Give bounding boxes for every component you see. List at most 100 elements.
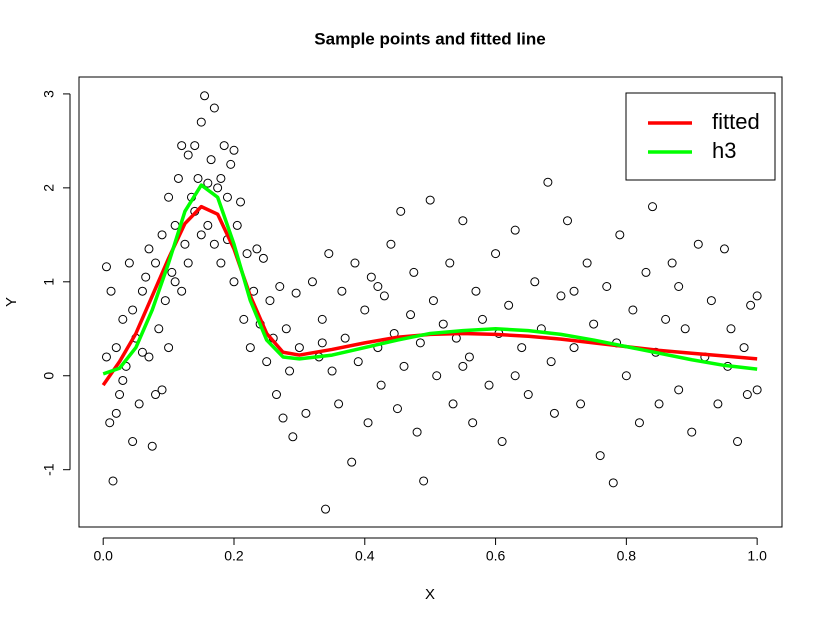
point [137,286,147,296]
fit-line [102,183,758,376]
point [399,361,409,371]
point [203,178,213,188]
x-tick-label: 0.0 [93,548,113,564]
point [101,262,111,272]
point [373,281,383,291]
y-tick-label: 0 [41,372,57,380]
point [141,272,151,282]
point [106,286,116,296]
point [229,145,239,155]
point [177,286,187,296]
point [726,324,736,334]
point [105,418,115,428]
point [180,239,190,249]
point [667,258,677,268]
point [134,399,144,409]
point [706,296,716,306]
point [157,230,167,240]
point [265,296,275,306]
point [517,343,527,353]
point [484,380,494,390]
point [648,202,658,212]
point [353,357,363,367]
point [216,258,226,268]
point [236,197,246,207]
point [164,343,174,353]
point [301,408,311,418]
point [209,239,219,249]
plot-frame [78,76,783,528]
point [746,300,756,310]
point [504,300,514,310]
point [569,286,579,296]
point [425,195,435,205]
point [386,239,396,249]
point [589,319,599,329]
point [752,385,762,395]
point [245,343,255,353]
point [307,277,317,287]
point [232,220,242,230]
point [693,239,703,249]
point [438,319,448,329]
point [556,291,566,301]
point [674,281,684,291]
point [154,324,164,334]
point [602,281,612,291]
point [128,437,138,447]
point [621,371,631,381]
point [203,220,213,230]
point [582,258,592,268]
point [285,366,295,376]
point [406,310,416,320]
y-tick-label: 3 [41,90,57,98]
point [160,296,170,306]
point [687,427,697,437]
y-axis-label: Y [3,297,20,307]
point [128,305,138,315]
point [510,225,520,235]
point [183,258,193,268]
point [164,192,174,202]
point [739,343,749,353]
point [595,451,605,461]
point [324,249,334,259]
point [742,390,752,400]
point [628,305,638,315]
point [366,272,376,282]
point [419,476,429,486]
point [458,216,468,226]
point [510,371,520,381]
point [271,390,281,400]
point [445,258,455,268]
x-tick-label: 1.0 [747,548,767,564]
point [167,267,177,277]
point [549,408,559,418]
point [196,117,206,127]
point [278,413,288,423]
point [222,192,232,202]
point [448,399,458,409]
point [432,371,442,381]
point [477,314,487,324]
point [661,314,671,324]
legend-label: h3 [712,138,736,163]
point [196,230,206,240]
point [680,324,690,334]
point [170,277,180,287]
y-tick-label: 2 [41,184,57,192]
point [206,155,216,165]
point [281,324,291,334]
legend-label: fitted [712,109,760,134]
point [151,258,161,268]
point [412,427,422,437]
point [415,338,425,348]
point [608,478,618,488]
point [111,408,121,418]
point [340,333,350,343]
point [409,267,419,277]
point [497,437,507,447]
point [634,418,644,428]
point [576,399,586,409]
